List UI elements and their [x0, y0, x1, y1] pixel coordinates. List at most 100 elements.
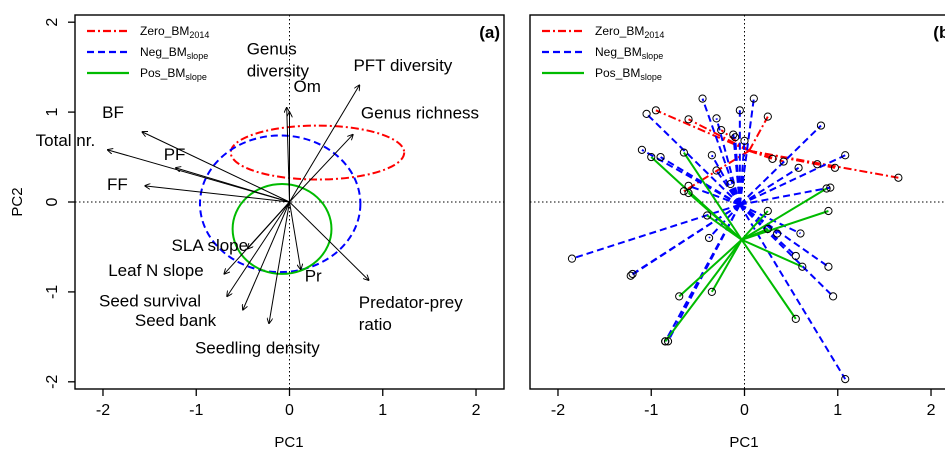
vector-label: FF [107, 175, 128, 194]
spoke-neg-bm-slope [739, 186, 831, 206]
spoke-zero-bm2014 [683, 149, 750, 193]
x-tick-label: 1 [378, 402, 387, 419]
spoke-neg-bm-slope [739, 154, 846, 206]
legend: Zero_BM2014 Neg_BMslope Pos_BMslope [87, 24, 209, 82]
data-point [567, 254, 577, 263]
data-point [704, 233, 714, 243]
spoke-pos-bm-slope [741, 238, 803, 268]
data-point [768, 154, 777, 163]
x-tick-label: -2 [96, 402, 110, 419]
spoke-pos-bm-slope [706, 214, 743, 241]
data-point [637, 145, 647, 154]
spoke-zero-bm2014 [748, 116, 769, 152]
data-point [763, 112, 772, 121]
spoke-neg-bm-slope [710, 154, 741, 206]
spoke-neg-bm-slope [660, 156, 741, 206]
x-tick-label: 0 [740, 402, 749, 419]
x-tick-label: 0 [285, 402, 294, 419]
vector-label: Om [294, 77, 321, 96]
panel-label: (b) [933, 23, 945, 42]
x-tick-label: 2 [927, 402, 936, 419]
spoke-neg-bm-slope [739, 124, 822, 206]
data-point [826, 183, 835, 192]
panel-b: -2 -1 0 1 2 Zero_BM2014 Neg_BMslope Pos_BMslop… [529, 14, 945, 451]
spoke-neg-bm-slope [688, 184, 741, 206]
data-point [731, 133, 740, 142]
vector-arrow [224, 201, 290, 274]
data-point [661, 337, 670, 346]
panel-label: (a) [479, 23, 500, 42]
spoke-neg-bm-slope [708, 204, 741, 239]
data-point [841, 151, 850, 160]
data-point [675, 292, 684, 301]
data-point [679, 148, 688, 157]
vector-arrow [176, 168, 290, 203]
data-point [626, 271, 635, 280]
data-point [822, 184, 831, 193]
data-point [647, 152, 656, 162]
vector-label: Pr [305, 266, 322, 285]
data-point [828, 292, 838, 301]
data-point [773, 229, 782, 238]
vector-arrow [289, 201, 369, 280]
spoke-neg-bm-slope [739, 203, 830, 268]
spoke-pos-bm-slope [687, 192, 743, 241]
axes: -2 -1 0 1 2 -2 -1 0 1 2 [44, 18, 480, 419]
data-point [712, 166, 721, 175]
vector-label: Seedling density [195, 338, 320, 357]
data-point [703, 211, 712, 220]
data-point [663, 337, 673, 346]
spoke-pos-bm-slope [741, 228, 769, 241]
vector-arrow [243, 201, 290, 310]
data-point [830, 163, 840, 172]
vector-arrow [269, 201, 290, 323]
legend-label: Pos_BMslope [140, 66, 207, 82]
legend: Zero_BM2014 Neg_BMslope Pos_BMslope [542, 24, 664, 82]
data-point [642, 109, 651, 118]
ellipse-zero-bm2014 [229, 124, 406, 181]
data-point [841, 375, 850, 384]
vector-label: PFT diversity [353, 56, 452, 75]
spoke-neg-bm-slope [738, 140, 746, 205]
y-tick-label: 2 [44, 18, 61, 27]
data-point [824, 206, 833, 216]
y-axis-label: PC2 [9, 187, 26, 216]
spoke-neg-bm-slope [571, 203, 741, 260]
spoke-pos-bm-slope [664, 239, 743, 342]
y-tick-label: 1 [44, 108, 61, 117]
vector-label: Genus richness [361, 104, 479, 123]
data-point [712, 114, 721, 123]
scatter-points [567, 94, 903, 384]
spoke-pos-bm-slope [678, 239, 743, 298]
vector-arrow [289, 201, 301, 269]
y-tick-label: -1 [44, 285, 61, 299]
legend-label: Pos_BMslope [595, 66, 662, 82]
vector-label: Genus diversity [247, 40, 310, 81]
x-tick-label: -1 [644, 402, 658, 419]
spoke-neg-bm-slope [739, 166, 800, 206]
spoke-neg-bm-slope [715, 118, 741, 205]
spoke-neg-bm-slope [734, 137, 741, 205]
data-point [816, 121, 826, 130]
data-point [656, 152, 665, 162]
group-spokes [571, 98, 899, 380]
data-point [813, 160, 822, 169]
vector-arrow [289, 135, 353, 203]
legend-label: Zero_BM2014 [140, 24, 209, 40]
vector-arrow [227, 201, 290, 296]
spoke-neg-bm-slope [739, 203, 801, 235]
vector-arrow [145, 186, 290, 203]
legend-label: Zero_BM2014 [595, 24, 664, 40]
data-point [698, 94, 707, 103]
x-axis-label: PC1 [729, 434, 758, 451]
data-point [684, 188, 693, 198]
data-point [796, 229, 805, 238]
spoke-neg-bm-slope [641, 148, 741, 206]
data-point [726, 179, 735, 189]
spoke-neg-bm-slope [715, 169, 741, 206]
vector-arrow [289, 85, 360, 203]
vector-label: Seed bank [135, 311, 217, 330]
zero-lines [75, 15, 504, 389]
